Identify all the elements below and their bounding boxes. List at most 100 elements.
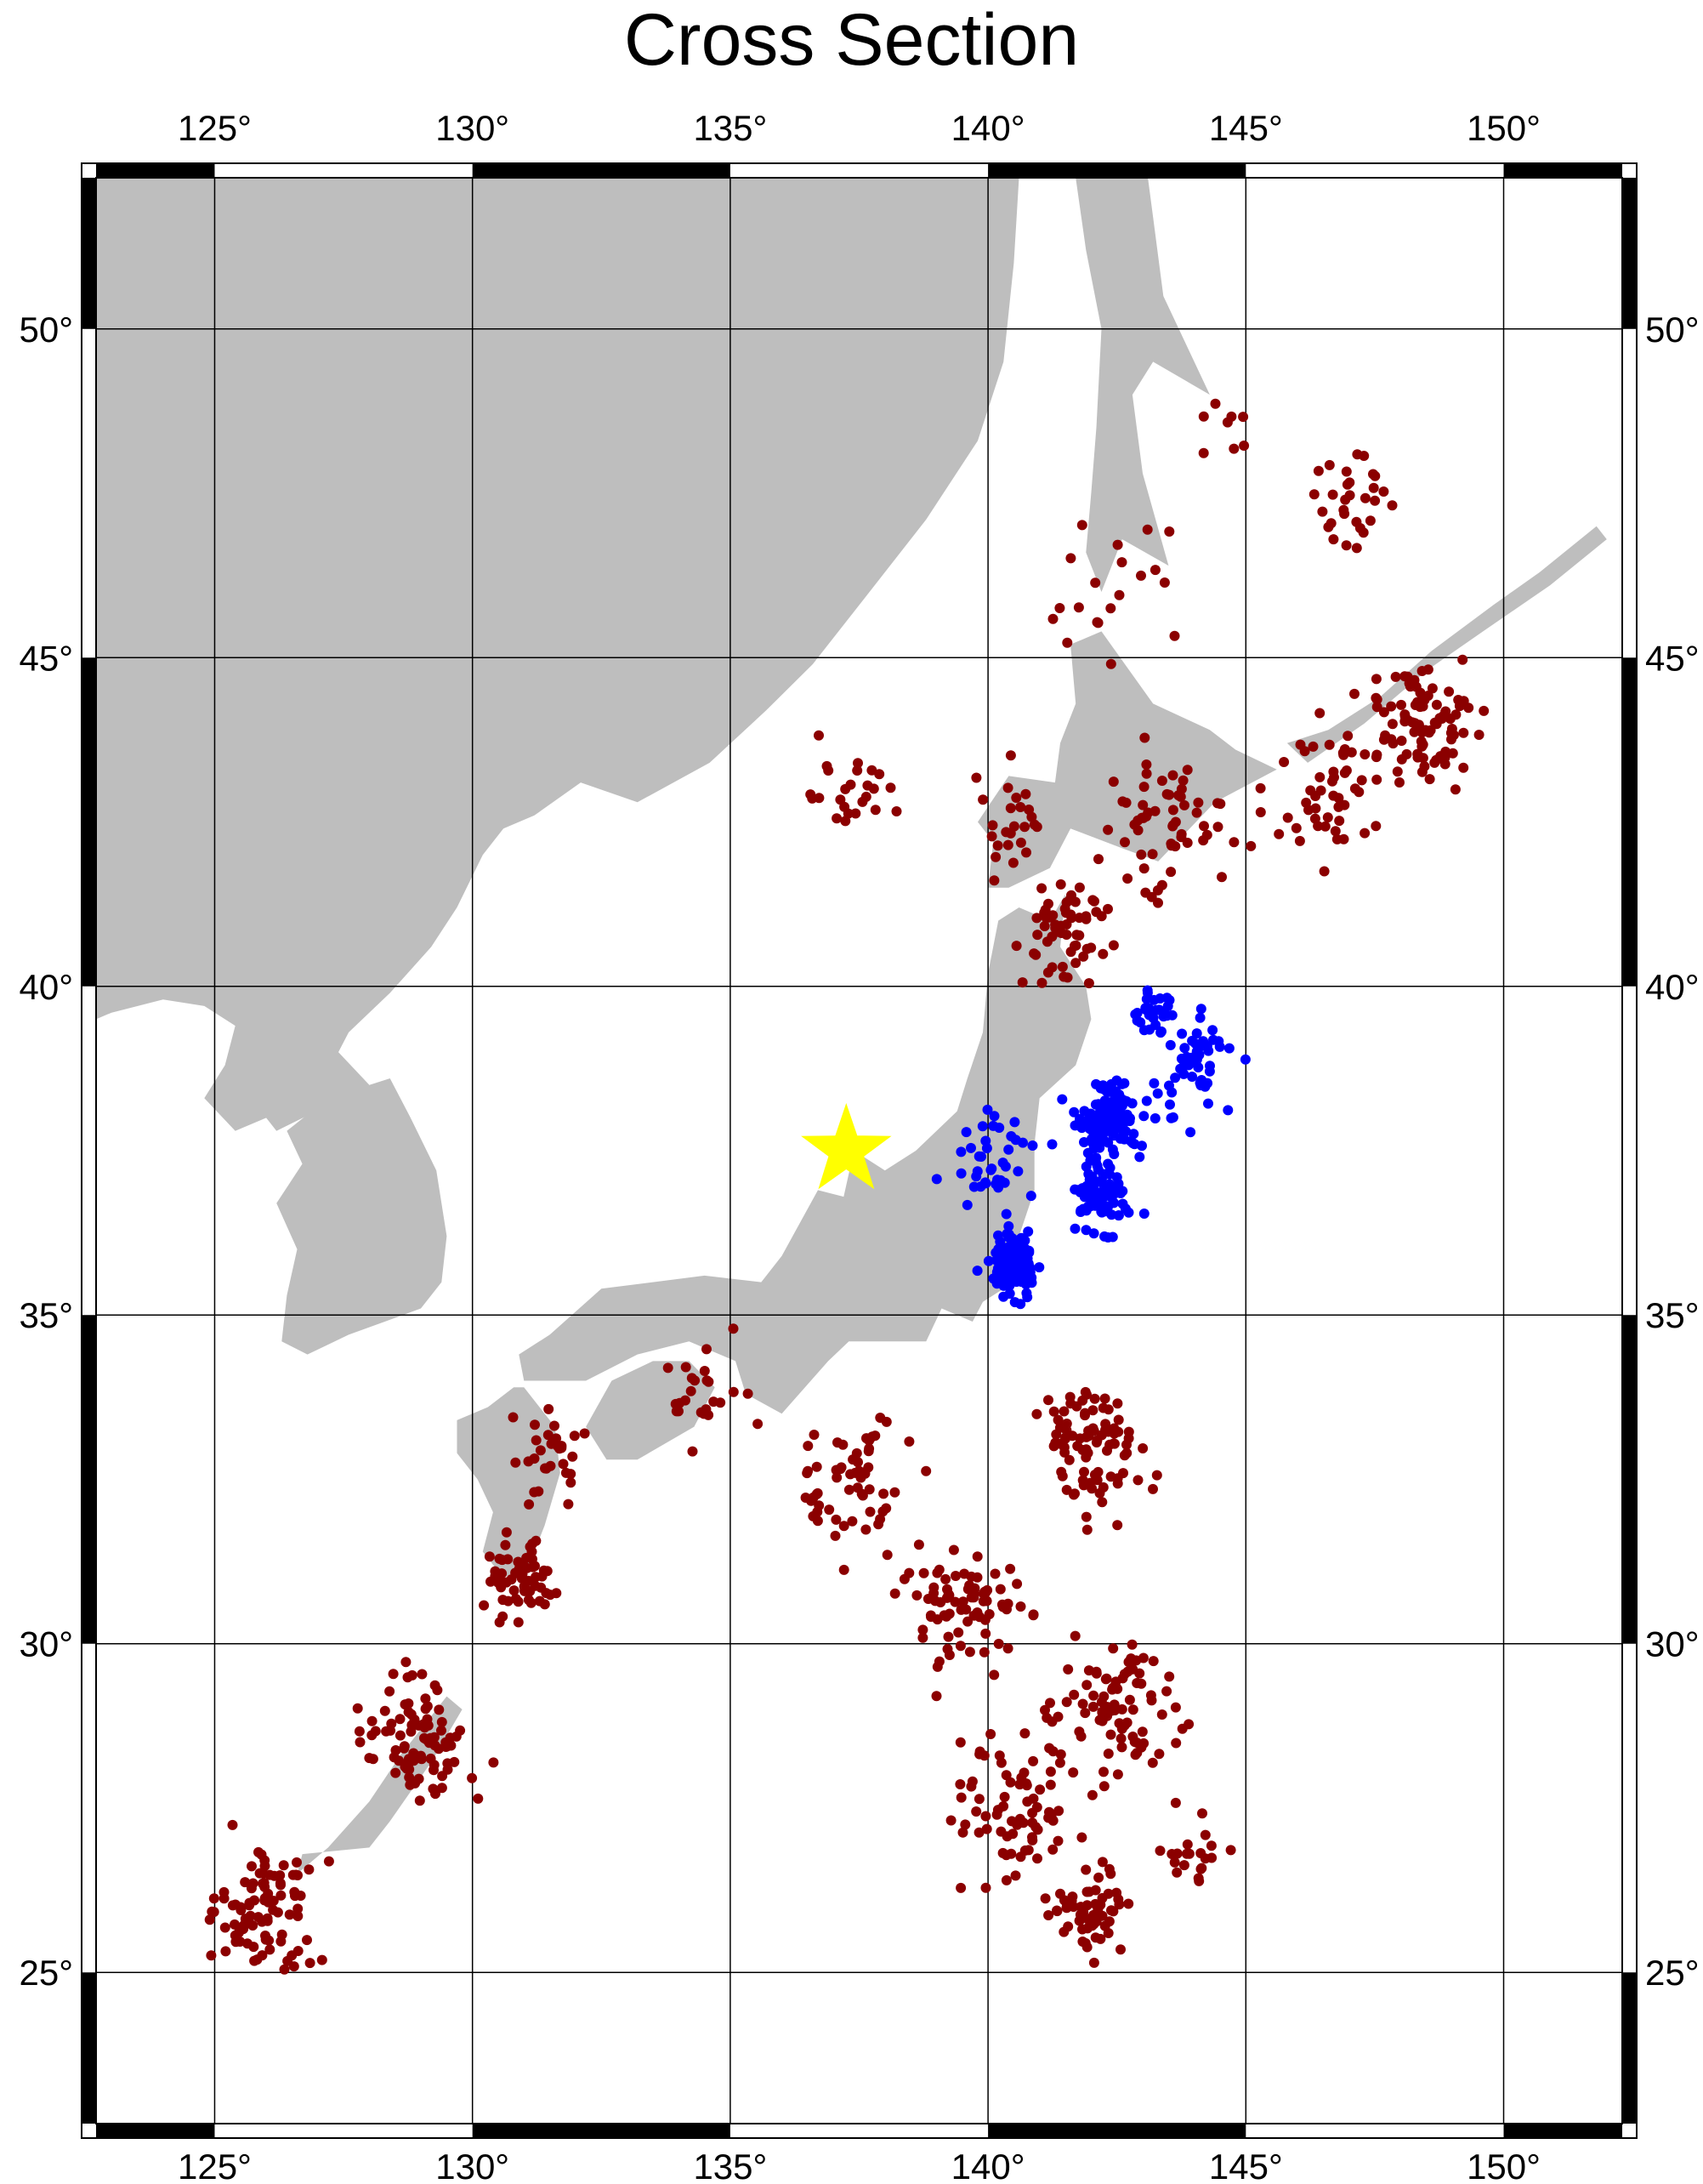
event-dot — [1314, 772, 1325, 782]
event-dot — [991, 852, 1001, 862]
event-dot — [1089, 1958, 1099, 1968]
event-dot — [989, 1669, 999, 1680]
selected-event-dot — [1177, 1054, 1187, 1064]
event-dot — [524, 1595, 534, 1605]
selected-event-dot — [1087, 1125, 1098, 1135]
event-dot — [1152, 1470, 1162, 1481]
event-dot — [1447, 724, 1457, 734]
event-dot — [449, 1757, 459, 1767]
event-dot — [809, 1430, 820, 1440]
event-dot — [1138, 1443, 1148, 1453]
selected-event-dot — [1142, 1096, 1152, 1106]
event-dot — [1003, 782, 1013, 793]
event-dot — [406, 1726, 416, 1737]
event-dot — [914, 1539, 924, 1550]
event-dot — [673, 1406, 684, 1416]
event-dot — [1226, 412, 1236, 422]
event-dot — [240, 1877, 250, 1887]
event-dot — [988, 820, 998, 830]
event-dot — [234, 1927, 244, 1937]
event-dot — [1142, 769, 1152, 779]
event-dot — [520, 1576, 531, 1586]
event-dot — [434, 1704, 444, 1715]
event-dot — [1048, 614, 1059, 624]
selected-event-dot — [1057, 1095, 1067, 1105]
event-dot — [1338, 505, 1348, 515]
selected-event-dot — [974, 1152, 985, 1162]
event-dot — [1098, 1857, 1108, 1867]
event-dot — [385, 1726, 395, 1736]
event-dot — [1344, 477, 1354, 487]
selected-event-dot — [1142, 994, 1152, 1004]
event-dot — [1056, 928, 1066, 938]
selected-event-dot — [1143, 986, 1153, 996]
event-dot — [743, 1389, 753, 1399]
event-dot — [1076, 1902, 1086, 1912]
selected-event-dot — [1198, 1036, 1208, 1046]
event-dot — [1164, 790, 1174, 800]
event-dot — [479, 1601, 489, 1611]
event-dot — [1000, 1792, 1010, 1802]
event-dot — [921, 1466, 931, 1476]
event-dot — [1359, 451, 1369, 461]
frame-segment — [96, 163, 214, 178]
event-dot — [1446, 734, 1456, 744]
event-dot — [1035, 1784, 1045, 1794]
selected-event-dot — [1187, 1072, 1197, 1082]
selected-event-dot — [1179, 1043, 1189, 1053]
event-dot — [409, 1755, 419, 1766]
event-dot — [1173, 790, 1184, 800]
selected-event-dot — [1024, 1246, 1034, 1256]
event-dot — [567, 1452, 577, 1462]
event-dot — [1100, 1921, 1110, 1931]
event-dot — [1371, 775, 1382, 785]
selected-event-dot — [1240, 1055, 1251, 1065]
event-dot — [1081, 1680, 1092, 1690]
event-dot — [430, 1681, 440, 1691]
event-dot — [1054, 603, 1064, 613]
event-dot — [1199, 448, 1209, 458]
event-dot — [1043, 968, 1053, 978]
event-dot — [1021, 847, 1031, 857]
event-dot — [1105, 1868, 1115, 1879]
event-dot — [1117, 557, 1127, 567]
event-dot — [752, 1419, 763, 1429]
selected-event-dot — [1215, 1042, 1225, 1052]
event-dot — [1104, 1440, 1115, 1450]
event-dot — [846, 780, 856, 790]
event-dot — [1328, 534, 1338, 544]
lon-tick-label-bottom: 130° — [435, 2147, 509, 2184]
event-dot — [503, 1596, 514, 1607]
event-dot — [832, 1472, 842, 1482]
event-dot — [951, 1571, 961, 1581]
event-dot — [1002, 1850, 1012, 1860]
event-dot — [1360, 828, 1370, 839]
event-dot — [974, 1794, 985, 1804]
event-dot — [980, 1615, 991, 1625]
event-dot — [1117, 1742, 1127, 1752]
event-dot — [545, 1590, 555, 1600]
event-dot — [934, 1657, 945, 1667]
event-dot — [1043, 1910, 1053, 1920]
event-dot — [1109, 941, 1119, 951]
selected-event-dot — [1100, 1206, 1110, 1216]
event-dot — [1193, 798, 1203, 808]
lat-tick-label-left: 40° — [19, 967, 73, 1007]
event-dot — [1027, 1835, 1037, 1846]
event-dot — [497, 1612, 508, 1622]
event-dot — [1127, 1640, 1138, 1650]
event-dot — [878, 1488, 888, 1499]
selected-event-dot — [1076, 1207, 1086, 1217]
event-dot — [881, 1504, 891, 1514]
event-dot — [1136, 571, 1146, 581]
event-dot — [500, 1540, 510, 1550]
event-dot — [1448, 748, 1458, 759]
event-dot — [508, 1413, 519, 1423]
event-dot — [839, 1565, 849, 1575]
event-dot — [364, 1753, 374, 1763]
frame-segment — [473, 163, 730, 178]
event-dot — [1098, 1403, 1109, 1413]
event-dot — [1055, 1758, 1065, 1768]
selected-event-dot — [1047, 1140, 1058, 1150]
selected-event-dot — [1118, 1199, 1128, 1209]
